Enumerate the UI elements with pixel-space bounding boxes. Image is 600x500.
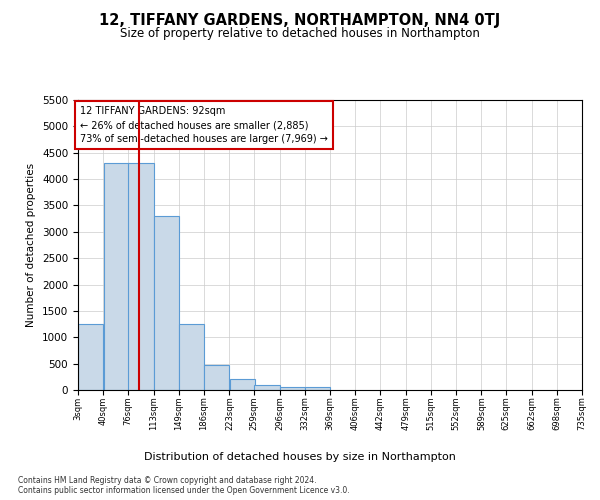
Bar: [128, 164, 154, 390]
Bar: [104, 164, 129, 390]
Bar: [154, 216, 179, 390]
Bar: [254, 384, 280, 390]
Text: 12, TIFFANY GARDENS, NORTHAMPTON, NN4 0TJ: 12, TIFFANY GARDENS, NORTHAMPTON, NN4 0T…: [100, 12, 500, 28]
Bar: [78, 324, 103, 390]
Text: Distribution of detached houses by size in Northampton: Distribution of detached houses by size …: [144, 452, 456, 462]
Bar: [280, 387, 305, 390]
Text: Contains HM Land Registry data © Crown copyright and database right 2024.
Contai: Contains HM Land Registry data © Crown c…: [18, 476, 350, 495]
Bar: [204, 365, 229, 390]
Bar: [305, 387, 330, 390]
Bar: [230, 380, 255, 390]
Text: 12 TIFFANY GARDENS: 92sqm
← 26% of detached houses are smaller (2,885)
73% of se: 12 TIFFANY GARDENS: 92sqm ← 26% of detac…: [80, 106, 328, 144]
Bar: [179, 324, 204, 390]
Y-axis label: Number of detached properties: Number of detached properties: [26, 163, 37, 327]
Text: Size of property relative to detached houses in Northampton: Size of property relative to detached ho…: [120, 28, 480, 40]
